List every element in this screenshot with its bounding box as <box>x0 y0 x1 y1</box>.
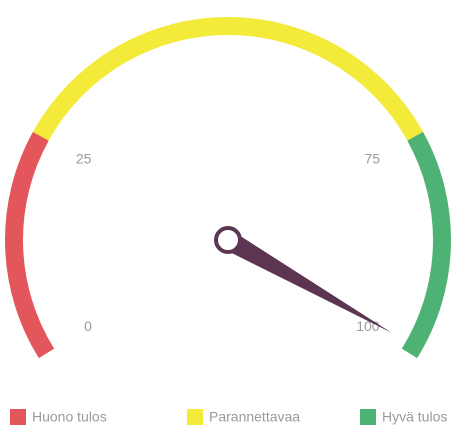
legend-swatch <box>360 409 376 425</box>
legend-label: Hyvä tulos <box>382 409 447 425</box>
needle-hub <box>214 226 242 254</box>
legend-label: Huono tulos <box>32 409 107 425</box>
tick-label: 0 <box>84 318 92 334</box>
gauge-band <box>32 17 424 141</box>
gauge-band <box>401 131 451 359</box>
tick-label: 75 <box>365 151 381 167</box>
legend-swatch <box>187 409 203 425</box>
gauge-band <box>5 131 55 359</box>
tick-label: 25 <box>76 151 92 167</box>
legend-swatch <box>10 409 26 425</box>
legend-label: Parannettavaa <box>209 409 300 425</box>
needle <box>223 231 392 333</box>
